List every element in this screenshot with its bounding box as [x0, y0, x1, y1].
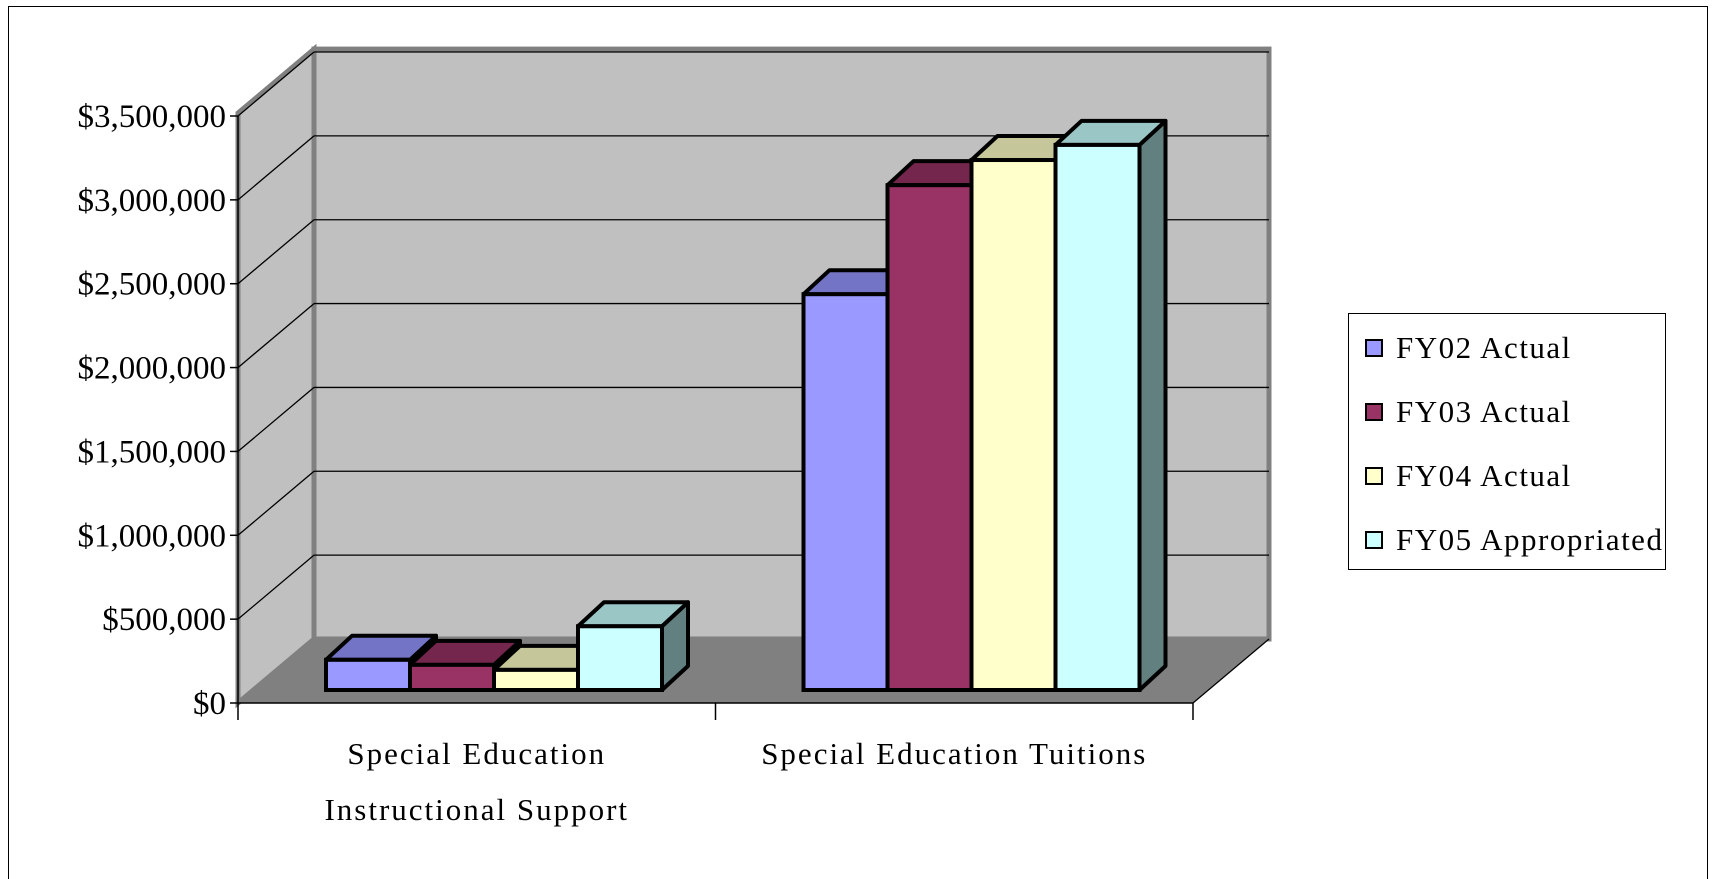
legend-item-fy03: FY03 Actual: [1365, 392, 1572, 432]
bar-front: [801, 292, 890, 692]
category-label: Special Education: [347, 736, 606, 771]
y-tick-label: $3,000,000: [78, 183, 227, 219]
gridline-side: [237, 386, 315, 452]
gridline-side: [237, 470, 315, 536]
gridline-side: [237, 219, 315, 285]
legend: FY02 Actual FY03 Actual FY04 Actual FY05…: [1348, 313, 1666, 570]
category-label: Instructional Support: [324, 792, 629, 827]
bar-side: [1137, 118, 1168, 692]
y-tick-label: $2,000,000: [78, 351, 227, 387]
bar-front: [576, 624, 664, 692]
side-wall: [235, 43, 317, 709]
bar-front: [885, 183, 974, 692]
bar-front: [969, 158, 1058, 693]
legend-label-fy04: FY04 Actual: [1396, 458, 1572, 493]
bar-front: [408, 662, 496, 692]
gridline-side: [237, 303, 315, 369]
legend-label-fy03: FY03 Actual: [1396, 394, 1572, 429]
legend-swatch-fy02: [1365, 339, 1383, 357]
category-label: Special Education Tuitions: [761, 736, 1147, 771]
bar-fy05-appropriated: [576, 600, 690, 692]
bar-front: [324, 657, 412, 692]
gridline-side: [237, 51, 315, 117]
y-tick-label: $2,500,000: [78, 267, 227, 303]
gridline-side: [237, 554, 315, 620]
floor-edge: [1192, 638, 1270, 704]
y-axis-ticks: $0 $500,000 $1,000,000 $1,500,000 $2,000,000…: [78, 99, 239, 722]
category-labels: Special Education Instructional Support Sp…: [324, 736, 1147, 827]
legend-label-fy02: FY02 Actual: [1396, 330, 1572, 365]
gridline-side: [237, 135, 315, 201]
y-tick-label: $500,000: [102, 602, 226, 638]
y-tick-label: $1,000,000: [78, 518, 227, 554]
y-tick-label: $3,500,000: [78, 99, 227, 135]
bar-fy05-appropriated: [1053, 118, 1168, 692]
legend-item-fy02: FY02 Actual: [1365, 328, 1572, 368]
legend-item-fy05: FY05 Appropriated: [1365, 520, 1663, 560]
legend-swatch-fy03: [1365, 403, 1383, 421]
legend-item-fy04: FY04 Actual: [1365, 456, 1572, 496]
bar-front: [1053, 142, 1142, 692]
bars: [324, 118, 1168, 693]
legend-swatch-fy05: [1365, 531, 1383, 549]
x-axis: [237, 638, 1270, 720]
y-tick-label: $0: [193, 686, 226, 722]
bar-front: [492, 667, 580, 692]
y-tick-label: $1,500,000: [78, 434, 227, 470]
legend-swatch-fy04: [1365, 467, 1383, 485]
legend-label-fy05: FY05 Appropriated: [1396, 522, 1664, 557]
